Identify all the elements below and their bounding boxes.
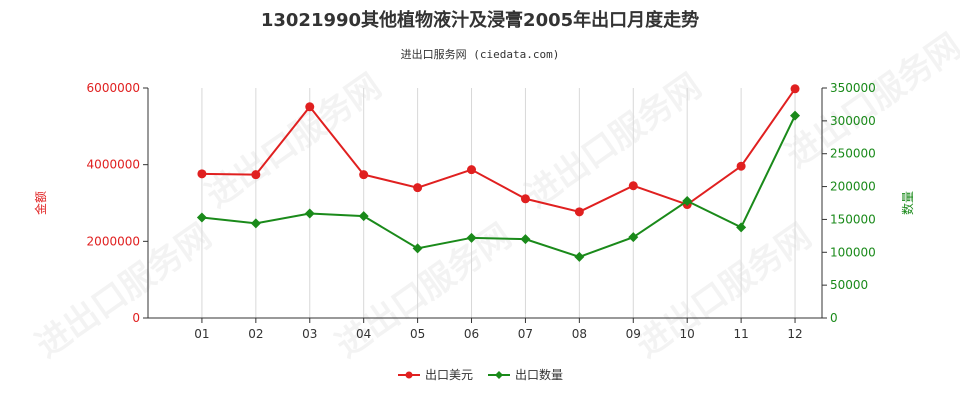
y-right-tick-label: 300000 xyxy=(830,114,876,128)
watermark-text: 进出口服务网 xyxy=(519,66,709,216)
data-point-usd[interactable] xyxy=(413,183,423,193)
data-point-quantity[interactable] xyxy=(736,222,747,233)
data-point-quantity[interactable] xyxy=(358,211,369,222)
chart-title: 13021990其他植物液汁及浸膏2005年出口月度走势 xyxy=(261,9,699,31)
x-tick-label: 07 xyxy=(518,327,533,341)
data-point-usd[interactable] xyxy=(790,84,800,94)
data-point-quantity[interactable] xyxy=(682,196,693,207)
y-right-tick-label: 350000 xyxy=(830,81,876,95)
y-left-axis-title: 金额 xyxy=(33,191,48,215)
y-left-tick-label: 2000000 xyxy=(87,234,140,248)
data-point-usd[interactable] xyxy=(467,165,477,175)
data-point-usd[interactable] xyxy=(574,207,584,217)
data-point-quantity[interactable] xyxy=(412,243,423,254)
x-tick-label: 06 xyxy=(464,327,479,341)
x-tick-label: 03 xyxy=(302,327,317,341)
y-right-tick-label: 50000 xyxy=(830,278,868,292)
data-point-usd[interactable] xyxy=(520,194,530,204)
legend-marker-quantity xyxy=(495,371,503,379)
x-tick-label: 12 xyxy=(787,327,802,341)
data-point-usd[interactable] xyxy=(736,161,746,171)
legend-label[interactable]: 出口美元 xyxy=(425,368,473,382)
data-point-quantity[interactable] xyxy=(628,232,639,243)
data-point-usd[interactable] xyxy=(628,181,638,191)
data-point-quantity[interactable] xyxy=(250,218,261,229)
y-left-tick-label: 0 xyxy=(132,311,140,325)
y-right-axis-title: 数量 xyxy=(900,191,915,215)
series-line-1 xyxy=(201,88,796,213)
grid xyxy=(201,88,796,318)
data-point-quantity[interactable] xyxy=(466,232,477,243)
y-left-tick-label: 6000000 xyxy=(87,81,140,95)
y-right-tick-label: 0 xyxy=(830,311,838,325)
x-tick-label: 05 xyxy=(410,327,425,341)
y-left-tick-label: 4000000 xyxy=(87,158,140,172)
data-point-usd[interactable] xyxy=(305,102,315,112)
legend-label[interactable]: 出口数量 xyxy=(515,367,563,382)
watermark-text: 进出口服务网 xyxy=(629,216,819,366)
data-point-quantity[interactable] xyxy=(304,208,315,219)
watermark-layer: 进出口服务网进出口服务网进出口服务网进出口服务网进出口服务网进出口服务网 xyxy=(29,26,960,366)
x-tick-label: 09 xyxy=(626,327,641,341)
data-point-quantity[interactable] xyxy=(520,234,531,245)
x-tick-label: 01 xyxy=(194,327,209,341)
data-point-quantity[interactable] xyxy=(790,110,801,121)
y-right-tick-label: 250000 xyxy=(830,147,876,161)
chart-subtitle: 进出口服务网 (ciedata.com) xyxy=(401,47,560,61)
data-point-usd[interactable] xyxy=(359,170,369,180)
series-line-2 xyxy=(201,115,796,258)
watermark-text: 进出口服务网 xyxy=(199,66,389,216)
x-tick-label: 02 xyxy=(248,327,263,341)
x-tick-label: 11 xyxy=(733,327,748,341)
series-layer xyxy=(196,84,801,262)
x-tick-label: 08 xyxy=(572,327,587,341)
data-point-usd[interactable] xyxy=(251,170,261,180)
y-right-tick-label: 100000 xyxy=(830,245,876,259)
x-tick-label: 04 xyxy=(356,327,371,341)
x-tick-label: 10 xyxy=(680,327,695,341)
data-point-usd[interactable] xyxy=(197,169,207,179)
data-point-quantity[interactable] xyxy=(196,212,207,223)
y-right-tick-label: 150000 xyxy=(830,212,876,226)
axes: 0 2000000 4000000 6000000 0 50000 100000 150000… xyxy=(33,81,915,341)
y-right-tick-label: 200000 xyxy=(830,180,876,194)
legend[interactable]: 出口美元 出口数量 xyxy=(398,367,563,382)
data-point-quantity[interactable] xyxy=(574,251,585,262)
legend-marker-usd xyxy=(405,371,413,379)
